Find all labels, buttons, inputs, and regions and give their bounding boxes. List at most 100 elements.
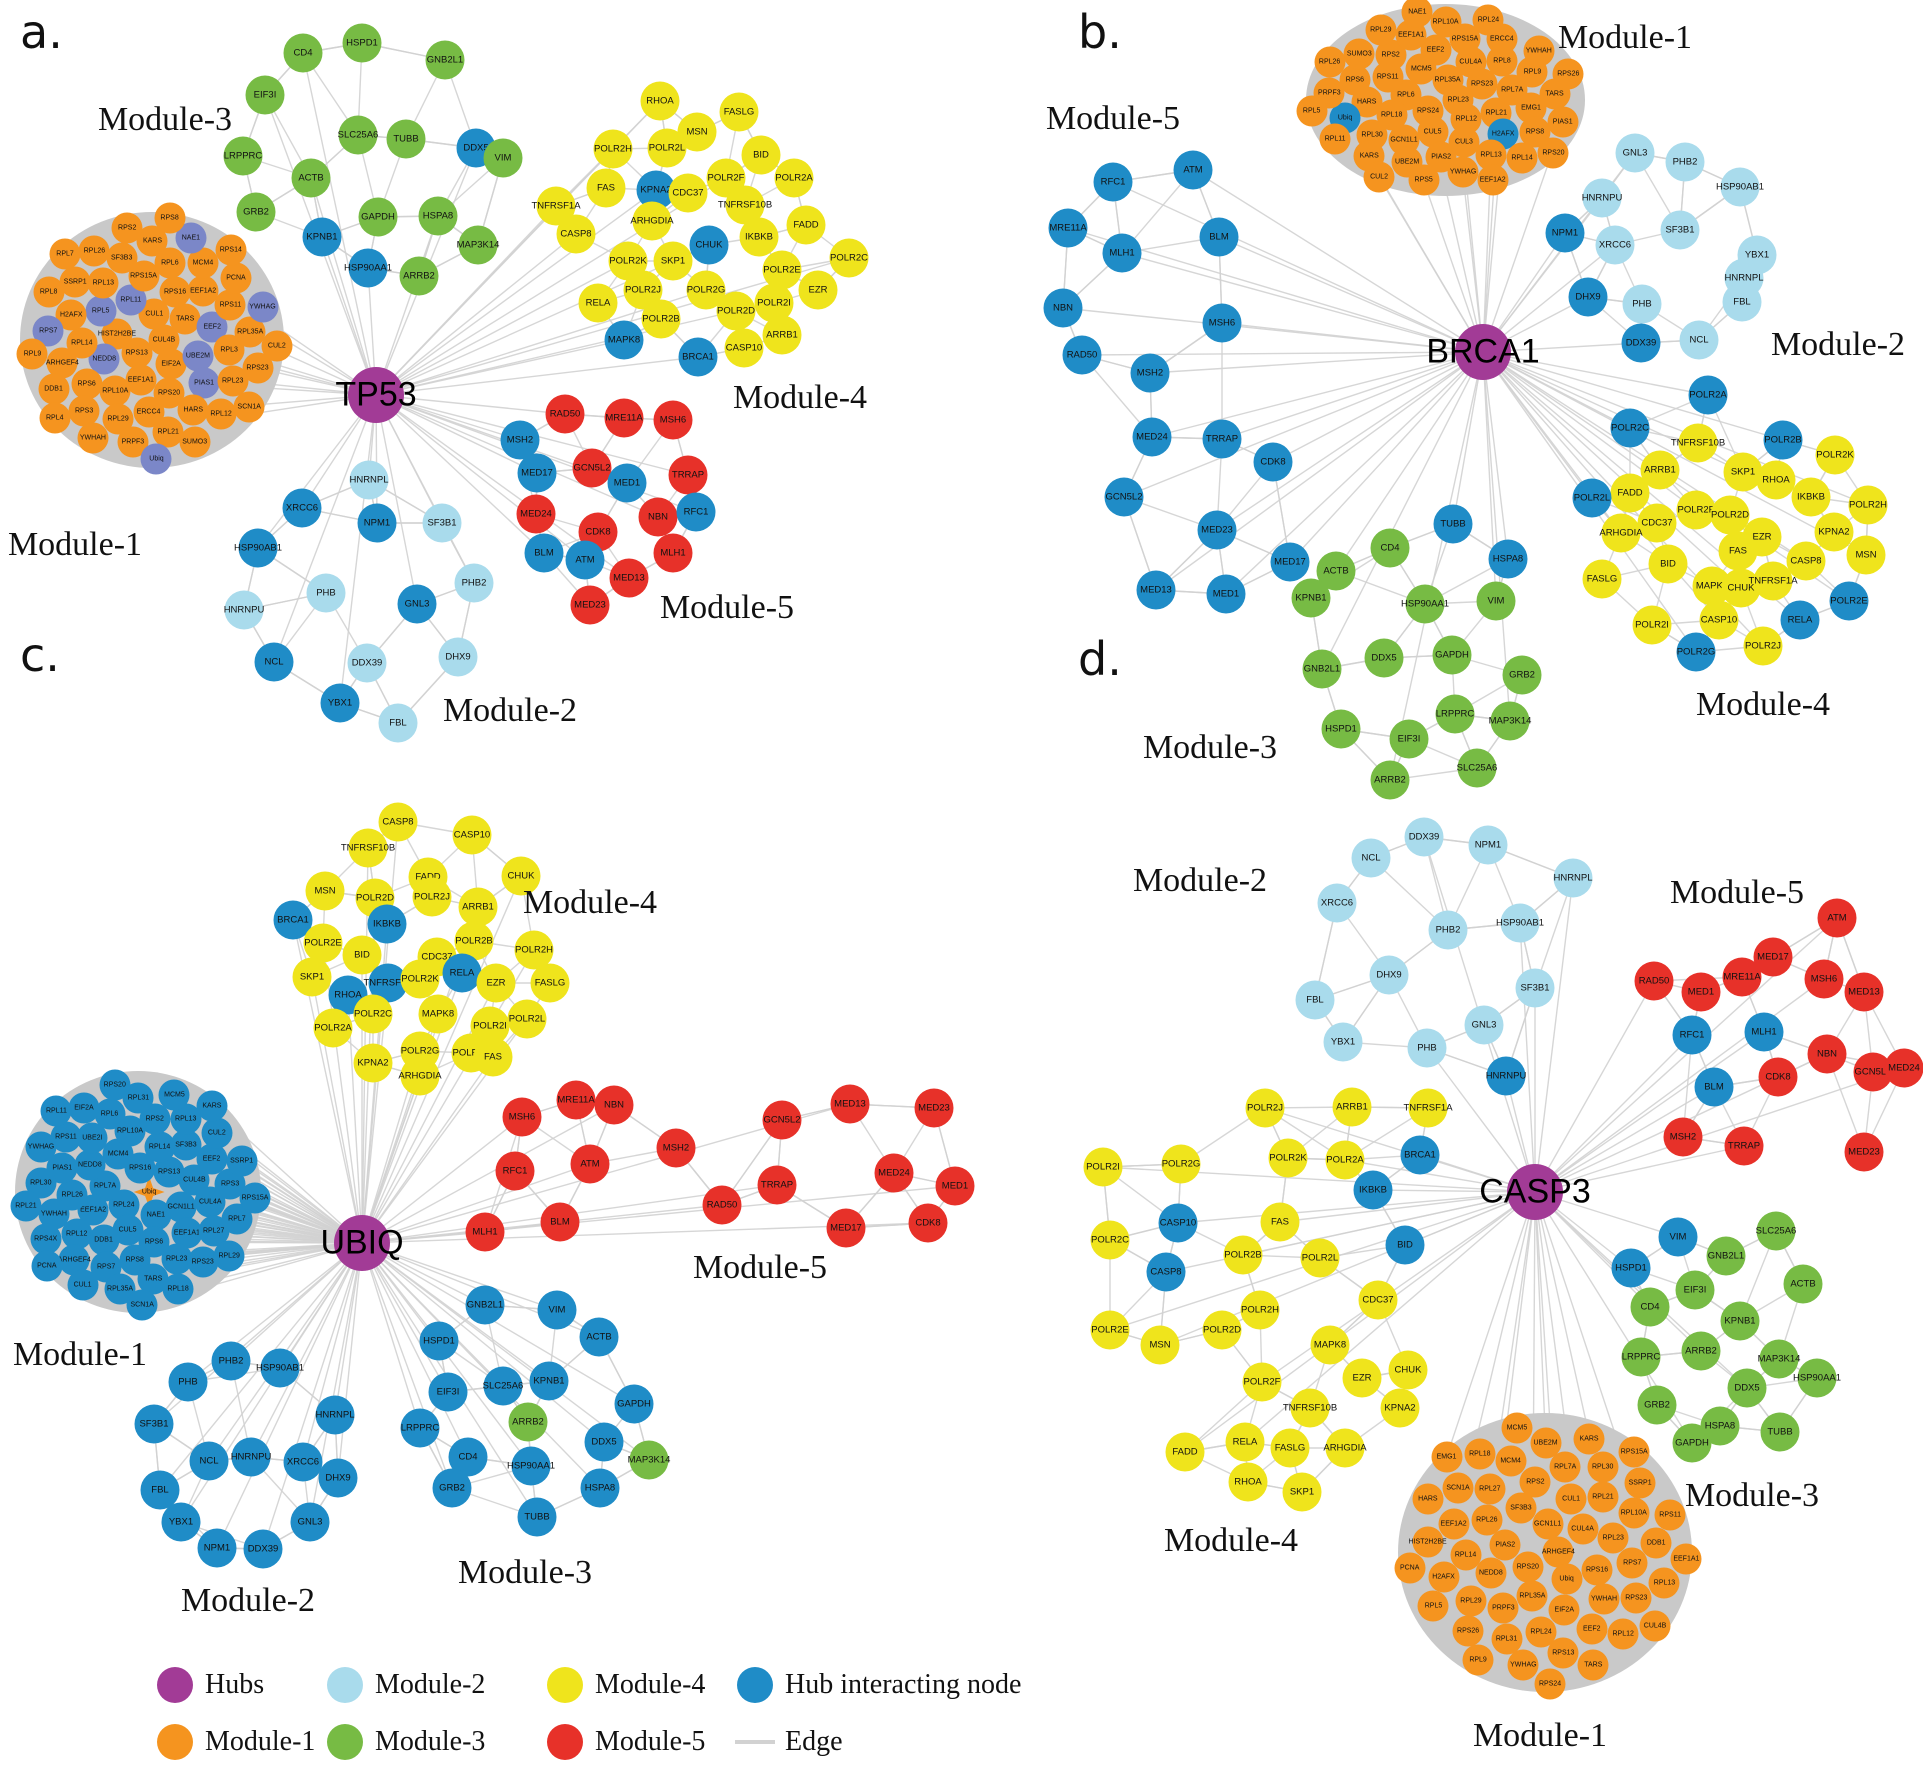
network-node-bid[interactable]: BID (1385, 1225, 1425, 1265)
network-node-pcna[interactable]: PCNA (31, 1250, 63, 1282)
network-node-kpnb1[interactable]: KPNB1 (302, 217, 342, 257)
network-node-scn1a[interactable]: SCN1A (233, 391, 265, 423)
network-node-phb[interactable]: PHB (1407, 1028, 1447, 1068)
network-node-rpl7[interactable]: RPL7 (49, 238, 81, 270)
network-node-hsp90ab1[interactable]: HSP90AB1 (234, 528, 282, 568)
network-node-eef1a1[interactable]: EEF1A1 (171, 1217, 203, 1249)
network-node-rad50[interactable]: RAD50 (1634, 961, 1674, 1001)
network-node-cul4b[interactable]: CUL4B (1639, 1610, 1671, 1642)
network-node-rpl4[interactable]: RPL4 (39, 402, 71, 434)
network-node-brca1[interactable]: BRCA1 (1400, 1135, 1440, 1175)
network-node-rela[interactable]: RELA (578, 283, 618, 323)
network-node-msh2[interactable]: MSH2 (500, 420, 540, 460)
network-node-kpna2[interactable]: KPNA2 (1814, 512, 1854, 552)
network-node-ncl[interactable]: NCL (189, 1441, 229, 1481)
network-node-polr2e[interactable]: POLR2E (1090, 1310, 1130, 1350)
network-node-rpl26[interactable]: RPL26 (78, 235, 110, 267)
network-node-tnfrsf10b[interactable]: TNFRSF10B (341, 828, 395, 868)
network-node-rpl12[interactable]: RPL12 (1607, 1618, 1639, 1650)
network-node-ywhag[interactable]: YWHAG (247, 291, 279, 323)
network-node-tars[interactable]: TARS (169, 303, 201, 335)
network-node-med23[interactable]: MED23 (1197, 510, 1237, 550)
network-node-kpnb1[interactable]: KPNB1 (1720, 1301, 1760, 1341)
network-node-polr2l[interactable]: POLR2L (647, 128, 687, 168)
network-node-hspa8[interactable]: HSPA8 (418, 196, 458, 236)
network-node-cul2[interactable]: CUL2 (261, 330, 293, 362)
network-node-eef1a2[interactable]: EEF1A2 (187, 275, 219, 307)
network-node-rpl13[interactable]: RPL13 (87, 267, 119, 299)
network-node-rpl26[interactable]: RPL26 (1314, 46, 1346, 78)
network-node-ybx1[interactable]: YBX1 (161, 1502, 201, 1542)
network-node-msn[interactable]: MSN (305, 871, 345, 911)
network-node-hspd1[interactable]: HSPD1 (342, 23, 382, 63)
network-node-polr2h[interactable]: POLR2H (593, 129, 633, 169)
network-node-rhoa[interactable]: RHOA (1228, 1462, 1268, 1502)
network-node-eef1a1[interactable]: EEF1A1 (1670, 1543, 1702, 1575)
network-node-rpl23[interactable]: RPL23 (1597, 1522, 1629, 1554)
network-node-rps15a[interactable]: RPS15A (1618, 1436, 1650, 1468)
network-node-rpl14[interactable]: RPL14 (1450, 1539, 1482, 1571)
network-node-casp8[interactable]: CASP8 (1786, 541, 1826, 581)
network-node-eef2[interactable]: EEF2 (1576, 1613, 1608, 1645)
network-node-ssrp1[interactable]: SSRP1 (59, 266, 91, 298)
network-node-rpl26[interactable]: RPL26 (1471, 1504, 1503, 1536)
network-node-emg1[interactable]: EMG1 (1431, 1441, 1463, 1473)
network-node-rad50[interactable]: RAD50 (545, 394, 585, 434)
network-node-ddx39[interactable]: DDX39 (243, 1529, 283, 1569)
network-node-grb2[interactable]: GRB2 (432, 1468, 472, 1508)
network-node-hnrnpl[interactable]: HNRNPL (315, 1395, 355, 1435)
network-node-ddx39[interactable]: DDX39 (1621, 323, 1661, 363)
network-node-rhoa[interactable]: RHOA (1756, 460, 1796, 500)
network-node-rps11[interactable]: RPS11 (1654, 1499, 1686, 1531)
network-node-kpna2[interactable]: KPNA2 (353, 1043, 393, 1083)
network-node-nedd8[interactable]: NEDD8 (74, 1149, 106, 1181)
network-node-gcn5l2[interactable]: GCN5L2 (1104, 477, 1144, 517)
network-node-sf3b1[interactable]: SF3B1 (1660, 210, 1700, 250)
network-node-rpl24[interactable]: RPL24 (1472, 4, 1504, 36)
network-node-hnrnpu[interactable]: HNRNPU (1486, 1056, 1526, 1096)
network-node-polr2h[interactable]: POLR2H (514, 930, 554, 970)
network-node-rps13[interactable]: RPS13 (1547, 1637, 1579, 1669)
network-node-tnfrsf10b[interactable]: TNFRSF10B (1283, 1388, 1337, 1428)
network-node-sf3b3[interactable]: SF3B3 (1505, 1492, 1537, 1524)
network-node-eef1a2[interactable]: EEF1A2 (1477, 164, 1509, 196)
network-node-trrap[interactable]: TRRAP (1724, 1126, 1764, 1166)
network-node-hspd1[interactable]: HSPD1 (1321, 709, 1361, 749)
network-node-rpl21[interactable]: RPL21 (152, 416, 184, 448)
network-node-msn[interactable]: MSN (677, 112, 717, 152)
network-node-mlh1[interactable]: MLH1 (653, 533, 693, 573)
network-node-med24[interactable]: MED24 (516, 494, 556, 534)
network-node-vim[interactable]: VIM (537, 1290, 577, 1330)
network-node-nedd8[interactable]: NEDD8 (1475, 1557, 1507, 1589)
network-node-rps7[interactable]: RPS7 (1616, 1547, 1648, 1579)
network-node-cdk8[interactable]: CDK8 (1253, 442, 1293, 482)
network-node-rpl23[interactable]: RPL23 (217, 365, 249, 397)
network-node-cdc37[interactable]: CDC37 (1637, 503, 1677, 543)
network-node-polr2g[interactable]: POLR2G (1161, 1144, 1201, 1184)
network-node-phb[interactable]: PHB (168, 1362, 208, 1402)
network-node-mcm5[interactable]: MCM5 (158, 1079, 190, 1111)
network-node-gapdh[interactable]: GAPDH (1672, 1423, 1712, 1463)
network-node-rpl14[interactable]: RPL14 (144, 1131, 176, 1163)
network-node-fbl[interactable]: FBL (378, 703, 418, 743)
network-node-ddx5[interactable]: DDX5 (584, 1422, 624, 1462)
network-node-polr2f[interactable]: POLR2F (1676, 490, 1716, 530)
network-node-rps16[interactable]: RPS16 (159, 276, 191, 308)
network-node-ssrp1[interactable]: SSRP1 (1624, 1467, 1656, 1499)
network-node-rela[interactable]: RELA (1780, 600, 1820, 640)
network-node-dhx9[interactable]: DHX9 (1568, 277, 1608, 317)
network-node-polr2b[interactable]: POLR2B (641, 299, 681, 339)
network-node-arrb2[interactable]: ARRB2 (508, 1402, 548, 1442)
network-node-polr2c[interactable]: POLR2C (1090, 1220, 1130, 1260)
network-node-mre11a[interactable]: MRE11A (556, 1080, 596, 1120)
network-node-tnfrsf1a[interactable]: TNFRSF1A (1403, 1088, 1453, 1128)
network-node-cdk8[interactable]: CDK8 (908, 1203, 948, 1243)
network-node-polr2c[interactable]: POLR2C (353, 994, 393, 1034)
network-node-rps16[interactable]: RPS16 (1581, 1554, 1613, 1586)
network-node-gapdh[interactable]: GAPDH (614, 1384, 654, 1424)
network-node-chuk[interactable]: CHUK (1388, 1350, 1428, 1390)
network-node-polr2k[interactable]: POLR2K (400, 959, 440, 999)
network-node-rps26[interactable]: RPS26 (1452, 1615, 1484, 1647)
network-node-vim[interactable]: VIM (1476, 581, 1516, 621)
network-node-actb[interactable]: ACTB (579, 1317, 619, 1357)
